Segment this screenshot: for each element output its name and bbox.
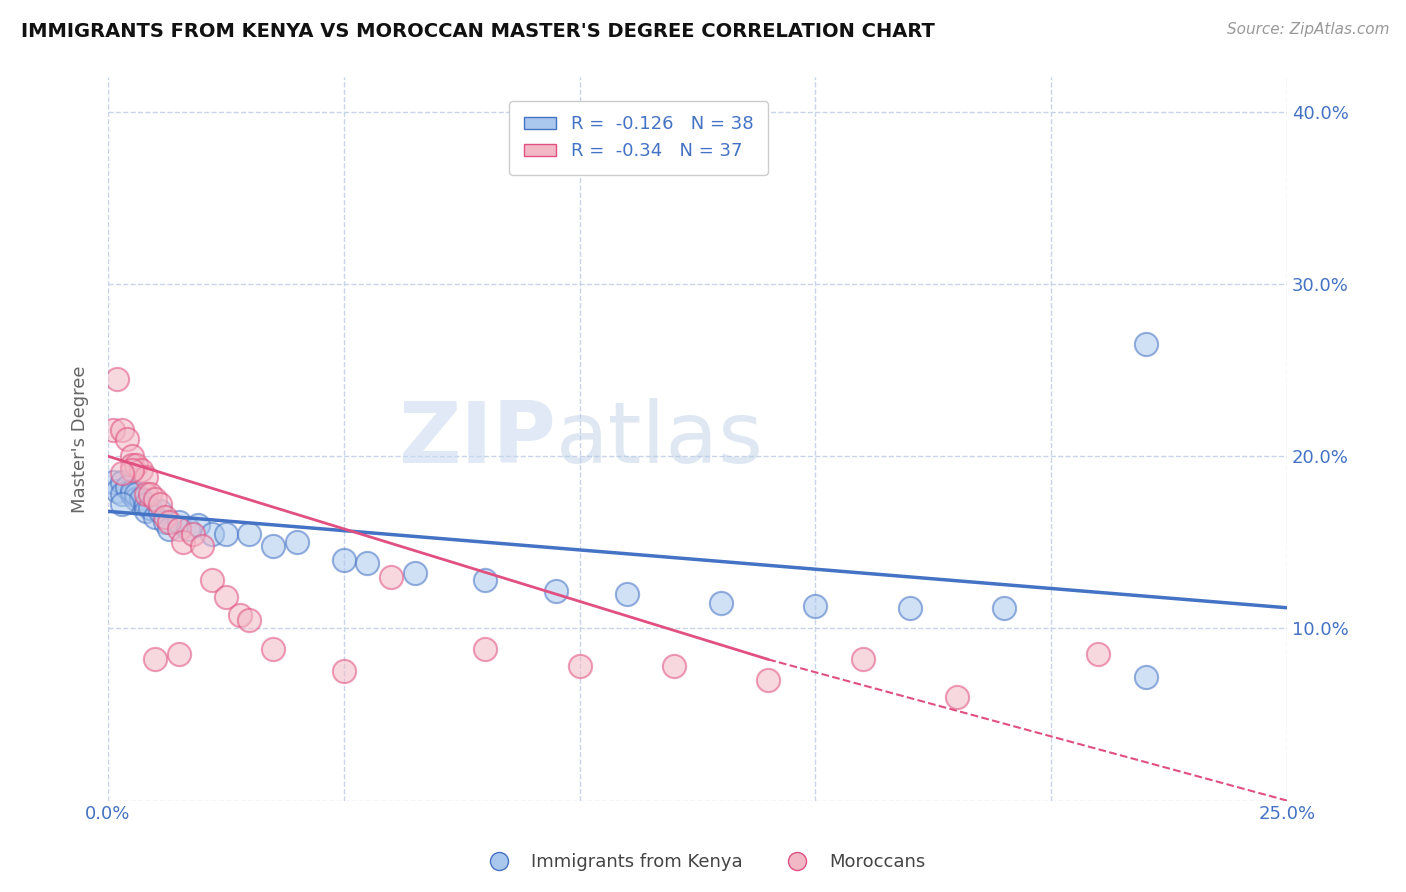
Point (946, 690, 969, 705)
Point (201, 573, 224, 587)
Point (121, 487, 143, 501)
Point (262, 642, 284, 657)
Legend: R =  -0.126   N = 38, R =  -0.34   N = 37: R = -0.126 N = 38, R = -0.34 N = 37 (509, 101, 768, 175)
Point (898, 600, 921, 615)
Point (111, 498, 134, 512)
Point (238, 526, 260, 541)
Point (111, 487, 134, 501)
Point (177, 522, 200, 536)
Point (153, 509, 176, 524)
Point (474, 642, 496, 657)
Point (135, 504, 157, 518)
Point (568, 659, 591, 673)
Point (121, 483, 143, 498)
Text: ZIP: ZIP (398, 398, 555, 481)
Point (111, 467, 134, 481)
Point (115, 480, 138, 494)
Point (101, 475, 124, 489)
Point (474, 573, 496, 587)
Text: Source: ZipAtlas.com: Source: ZipAtlas.com (1226, 22, 1389, 37)
Point (1087, 647, 1109, 661)
Point (153, 515, 176, 529)
Point (238, 613, 260, 627)
Point (111, 475, 134, 489)
Point (139, 500, 162, 515)
Point (544, 583, 567, 598)
Point (111, 424, 134, 438)
Point (125, 487, 148, 501)
Point (229, 607, 252, 622)
Point (201, 526, 224, 541)
Point (380, 570, 402, 584)
Point (167, 515, 190, 529)
Point (125, 492, 148, 507)
Point (101, 424, 124, 438)
Point (262, 539, 284, 553)
Point (852, 652, 875, 666)
Point (139, 487, 162, 501)
Point (167, 647, 190, 661)
Point (333, 552, 356, 566)
Point (121, 458, 143, 472)
Point (1135, 670, 1157, 684)
Point (121, 449, 143, 463)
Text: atlas: atlas (555, 398, 763, 481)
Point (285, 535, 308, 549)
Point (149, 504, 172, 518)
Point (135, 498, 157, 512)
Point (129, 492, 152, 507)
Point (157, 515, 180, 529)
Point (157, 522, 180, 536)
Legend: Immigrants from Kenya, Moroccans: Immigrants from Kenya, Moroccans (474, 847, 932, 879)
Point (135, 487, 157, 501)
Point (143, 652, 166, 666)
Point (993, 600, 1015, 615)
Point (172, 535, 194, 549)
Point (143, 509, 166, 524)
Y-axis label: Master's Degree: Master's Degree (72, 366, 89, 513)
Point (181, 526, 204, 541)
Point (215, 526, 238, 541)
Point (167, 522, 190, 536)
Point (756, 673, 779, 687)
Point (115, 432, 138, 446)
Point (143, 492, 166, 507)
Point (129, 463, 152, 477)
Point (121, 463, 143, 477)
Point (804, 599, 827, 613)
Point (333, 665, 356, 679)
Point (149, 498, 172, 512)
Text: IMMIGRANTS FROM KENYA VS MOROCCAN MASTER'S DEGREE CORRELATION CHART: IMMIGRANTS FROM KENYA VS MOROCCAN MASTER… (21, 22, 935, 41)
Point (710, 596, 733, 610)
Point (107, 483, 129, 498)
Point (356, 556, 378, 570)
Point (404, 566, 426, 581)
Point (662, 659, 685, 673)
Point (191, 539, 214, 553)
Point (107, 372, 129, 386)
Point (616, 587, 638, 601)
Point (125, 458, 148, 472)
Point (215, 591, 238, 605)
Point (187, 518, 209, 533)
Point (1135, 337, 1157, 351)
Point (135, 470, 157, 484)
